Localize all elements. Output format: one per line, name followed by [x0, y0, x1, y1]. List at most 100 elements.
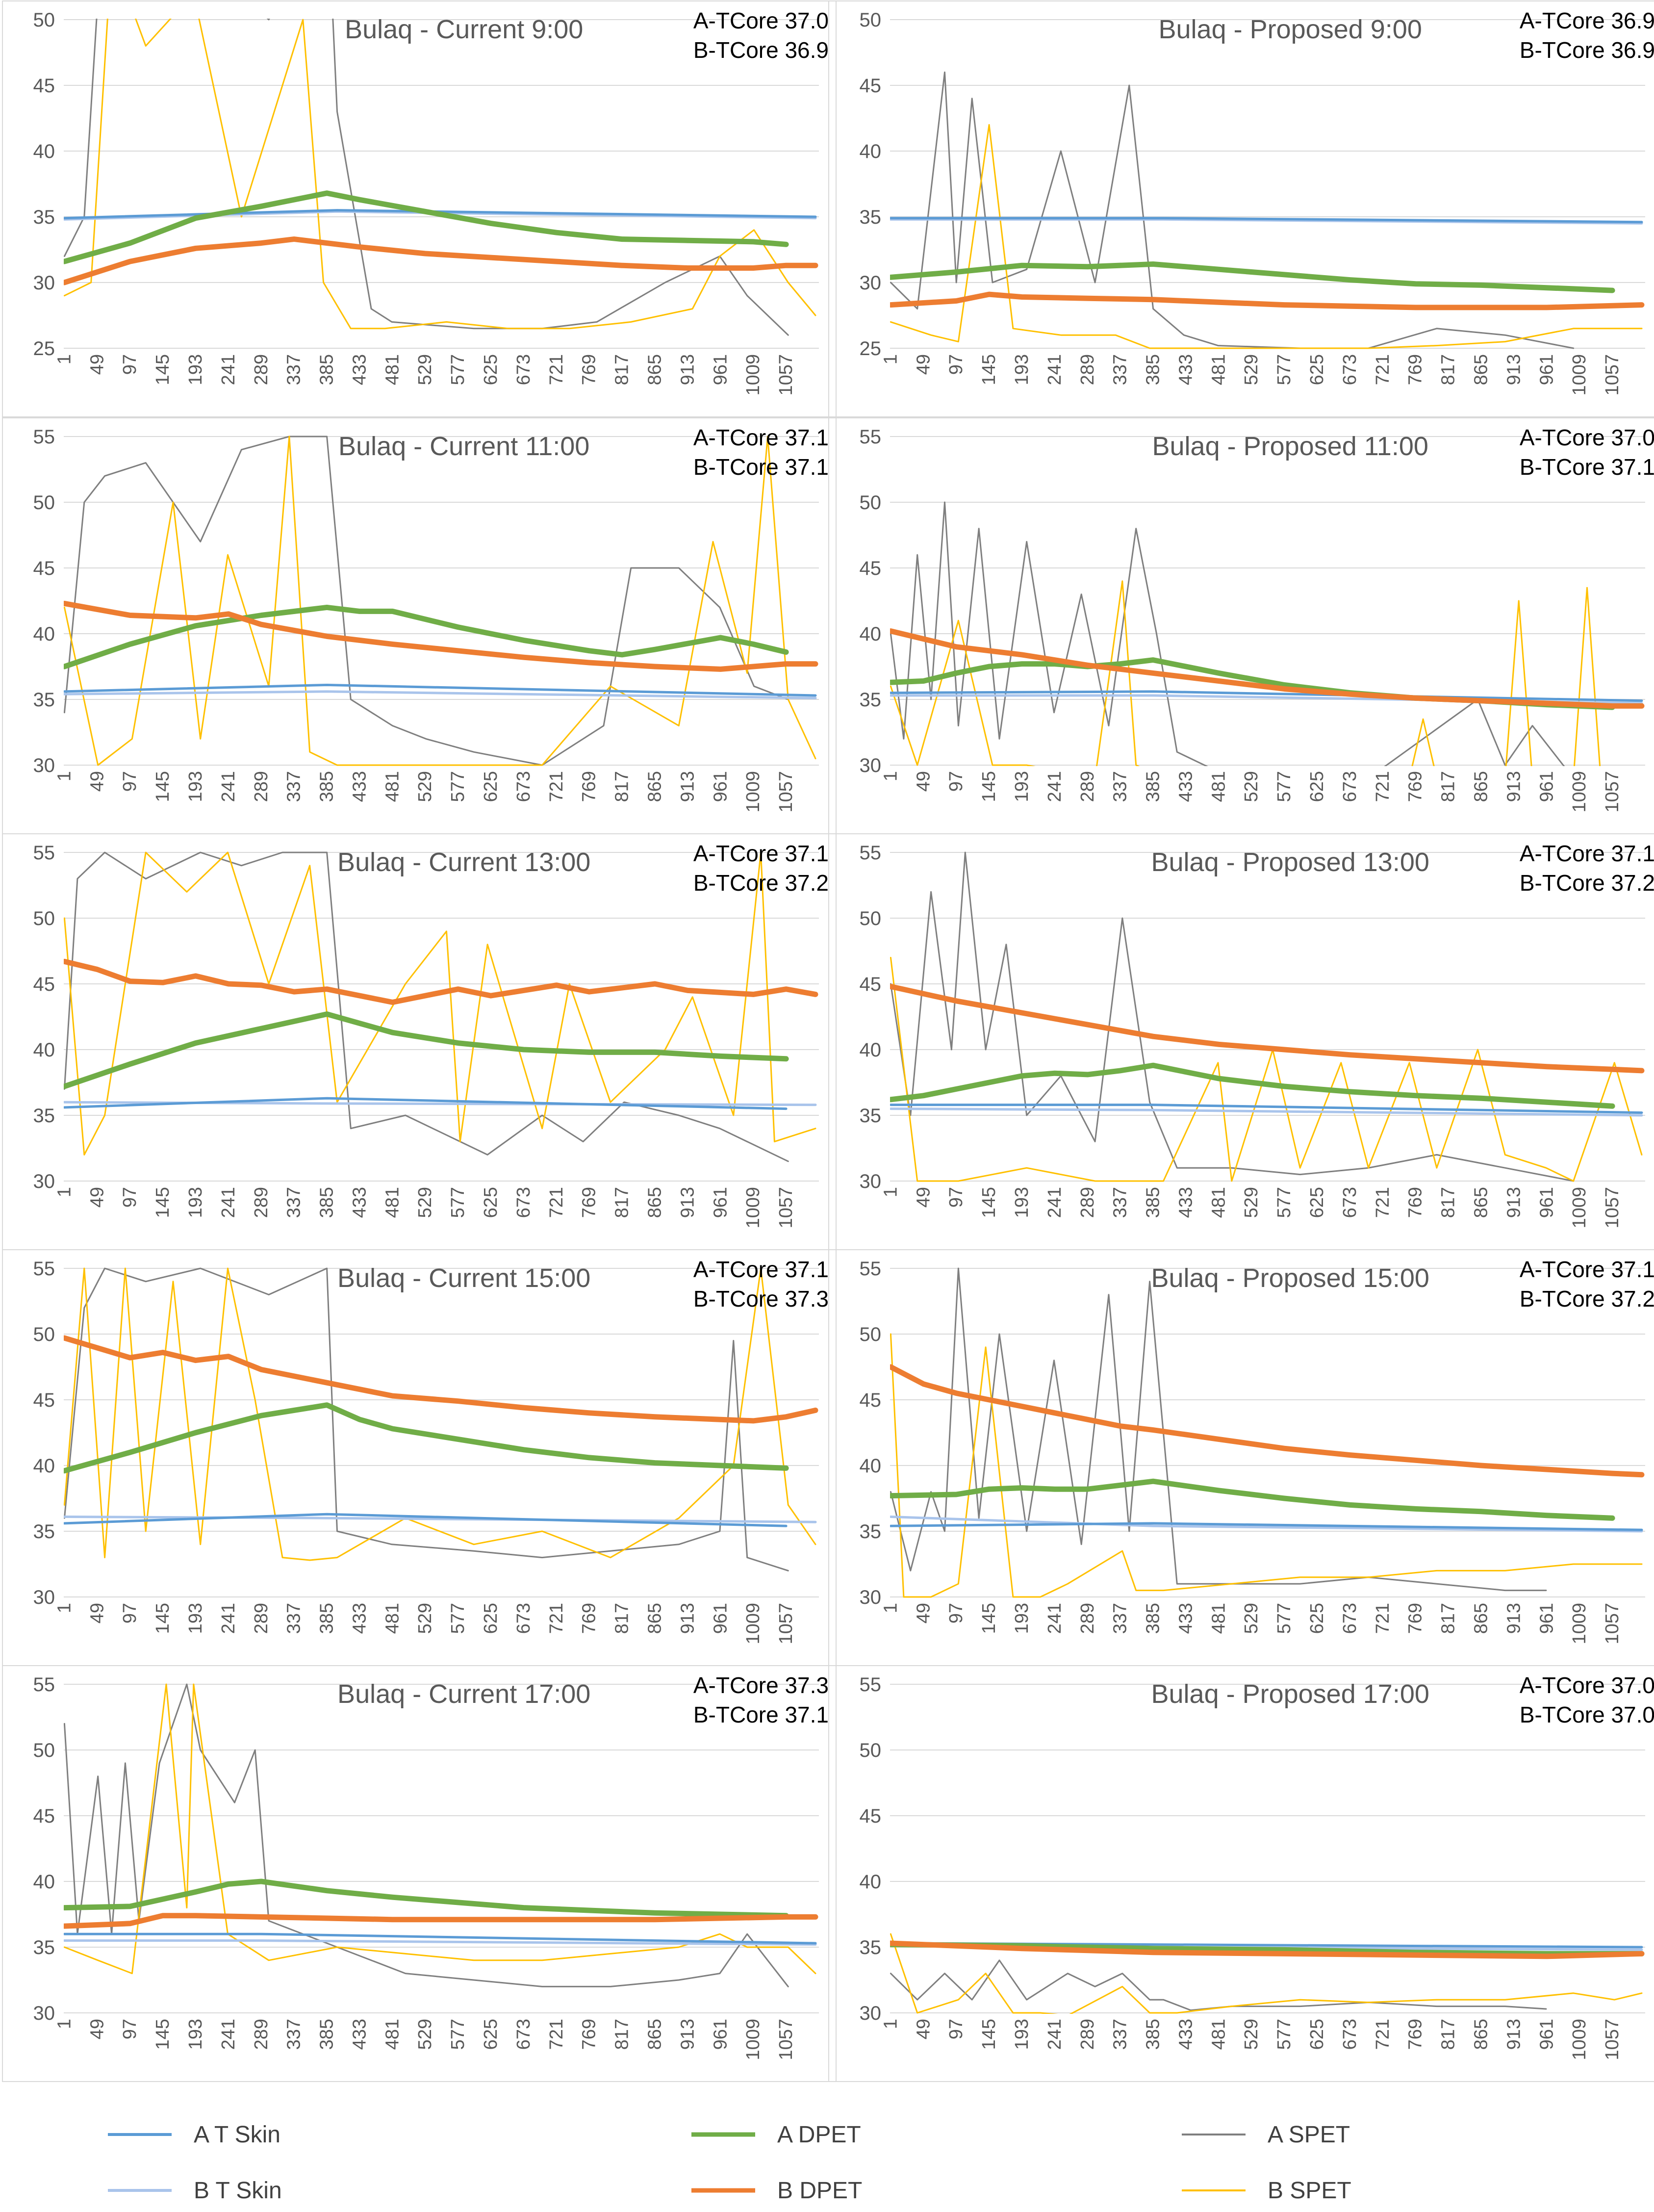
y-tick-label: 35	[860, 1521, 882, 1543]
y-tick-label: 45	[33, 974, 55, 995]
x-tick-label: 433	[349, 771, 370, 802]
y-tick-label: 45	[860, 974, 882, 995]
x-tick-label: 721	[1373, 1603, 1393, 1634]
x-tick-label: 481	[382, 2019, 403, 2050]
x-tick-label: 145	[153, 771, 173, 802]
y-tick-label: 35	[860, 206, 882, 228]
x-tick-label: 385	[1143, 771, 1164, 802]
x-tick-label: 913	[1503, 1187, 1524, 1218]
x-tick-label: 961	[1536, 354, 1557, 385]
x-tick-label: 865	[645, 354, 665, 385]
x-tick-label: 433	[1175, 354, 1196, 385]
chart-frame	[828, 0, 1654, 417]
y-tick-label: 55	[860, 426, 882, 448]
series-b-dpet	[890, 983, 1645, 1074]
x-tick-label: 49	[913, 354, 934, 375]
series-b-t-skin	[64, 1101, 817, 1106]
chart-title: Bulaq - Current 17:00	[337, 1679, 590, 1709]
x-tick-label: 625	[481, 771, 501, 802]
y-tick-label: 50	[33, 9, 55, 31]
series-layer	[64, 851, 818, 1162]
y-tick-label: 35	[33, 1521, 55, 1543]
x-tick-label: 1057	[776, 2019, 796, 2060]
x-tick-label: 817	[612, 1187, 633, 1218]
x-tick-label: 481	[382, 1603, 403, 1634]
series-layer	[890, 851, 1645, 1182]
x-tick-label: 865	[1471, 1603, 1492, 1634]
series-b-spet	[890, 1333, 1643, 1598]
x-tick-label: 241	[218, 771, 239, 802]
x-tick-label: 529	[1241, 771, 1262, 802]
series-a-t-skin	[890, 690, 1643, 702]
x-tick-label: 913	[677, 771, 698, 802]
y-tick-label: 55	[860, 1674, 882, 1696]
series-b-spet	[890, 580, 1601, 766]
series-a-spet	[890, 501, 1565, 766]
tcore-annotation: B-TCore 37.1	[1520, 454, 1654, 480]
x-tick-label: 913	[677, 1187, 698, 1218]
series-a-spet	[64, 436, 789, 766]
y-tick-label: 50	[860, 908, 882, 929]
x-tick-label: 577	[448, 1187, 468, 1218]
x-tick-label: 961	[710, 771, 731, 802]
x-tick-label: 1009	[1569, 1187, 1590, 1229]
series-a-spet	[64, 1683, 789, 1987]
x-tick-label: 673	[1340, 2019, 1360, 2050]
x-tick-label: 769	[1405, 771, 1426, 802]
y-tick-label: 50	[33, 492, 55, 514]
x-tick-label: 193	[185, 2019, 206, 2050]
legend-label-b_spet: B SPET	[1268, 2178, 1351, 2204]
legend-label-b_tskin: B T Skin	[194, 2178, 282, 2204]
y-tick-label: 45	[33, 1389, 55, 1411]
x-tick-label: 865	[645, 1187, 665, 1218]
x-tick-label: 1	[880, 354, 901, 364]
x-tick-label: 481	[1208, 771, 1229, 802]
x-tick-label: 625	[481, 1603, 501, 1634]
x-tick-label: 865	[645, 771, 665, 802]
x-tick-label: 529	[1241, 2019, 1262, 2050]
chart-title: Bulaq - Current 15:00	[337, 1263, 590, 1293]
tcore-annotation: A-TCore 37.1	[693, 425, 829, 450]
x-tick-label: 961	[1536, 2019, 1557, 2050]
x-tick-label: 577	[448, 354, 468, 385]
x-tick-label: 721	[1373, 771, 1393, 802]
series-layer	[890, 501, 1645, 766]
x-tick-label: 49	[87, 2019, 107, 2039]
x-tick-label: 481	[382, 1187, 403, 1218]
y-tick-label: 25	[860, 338, 882, 360]
x-tick-label: 145	[979, 771, 999, 802]
x-tick-label: 817	[1438, 771, 1459, 802]
x-tick-label: 1	[54, 2019, 75, 2029]
x-tick-label: 1057	[1602, 1187, 1623, 1229]
series-a-dpet	[890, 1478, 1615, 1521]
x-tick-label: 961	[710, 1187, 731, 1218]
x-tick-label: 385	[317, 354, 337, 385]
y-tick-label: 45	[33, 75, 55, 97]
x-tick-label: 769	[579, 1187, 600, 1218]
x-tick-label: 433	[1175, 2019, 1196, 2050]
y-tick-label: 45	[860, 1805, 882, 1827]
x-tick-label: 673	[513, 1603, 534, 1634]
x-tick-label: 241	[1044, 354, 1065, 385]
chart-frame	[828, 1665, 1654, 2082]
x-tick-label: 97	[120, 771, 140, 792]
chart-c9: 30 35 40 45 50 55 1 49 97 145 193 241 289 337 385 433 48…	[2, 1665, 837, 2082]
series-a-t-skin	[890, 1104, 1643, 1114]
chart-title: Bulaq - Proposed 13:00	[1151, 848, 1429, 877]
x-tick-label: 337	[1110, 354, 1131, 385]
x-tick-label: 1	[880, 1187, 901, 1197]
x-tick-label: 241	[1044, 1603, 1065, 1634]
x-tick-label: 433	[1175, 771, 1196, 802]
y-tick-label: 55	[860, 842, 882, 864]
x-tick-label: 577	[448, 2019, 468, 2050]
legend-label-a_dpet: A DPET	[777, 2122, 861, 2148]
series-b-t-skin	[890, 218, 1643, 225]
x-tick-label: 865	[645, 2019, 665, 2050]
tcore-annotation: A-TCore 37.1	[1520, 841, 1654, 866]
x-tick-label: 625	[481, 354, 501, 385]
series-a-dpet	[890, 261, 1615, 293]
x-tick-label: 673	[513, 354, 534, 385]
x-tick-label: 769	[1405, 2019, 1426, 2050]
series-a-spet	[890, 1959, 1547, 2011]
